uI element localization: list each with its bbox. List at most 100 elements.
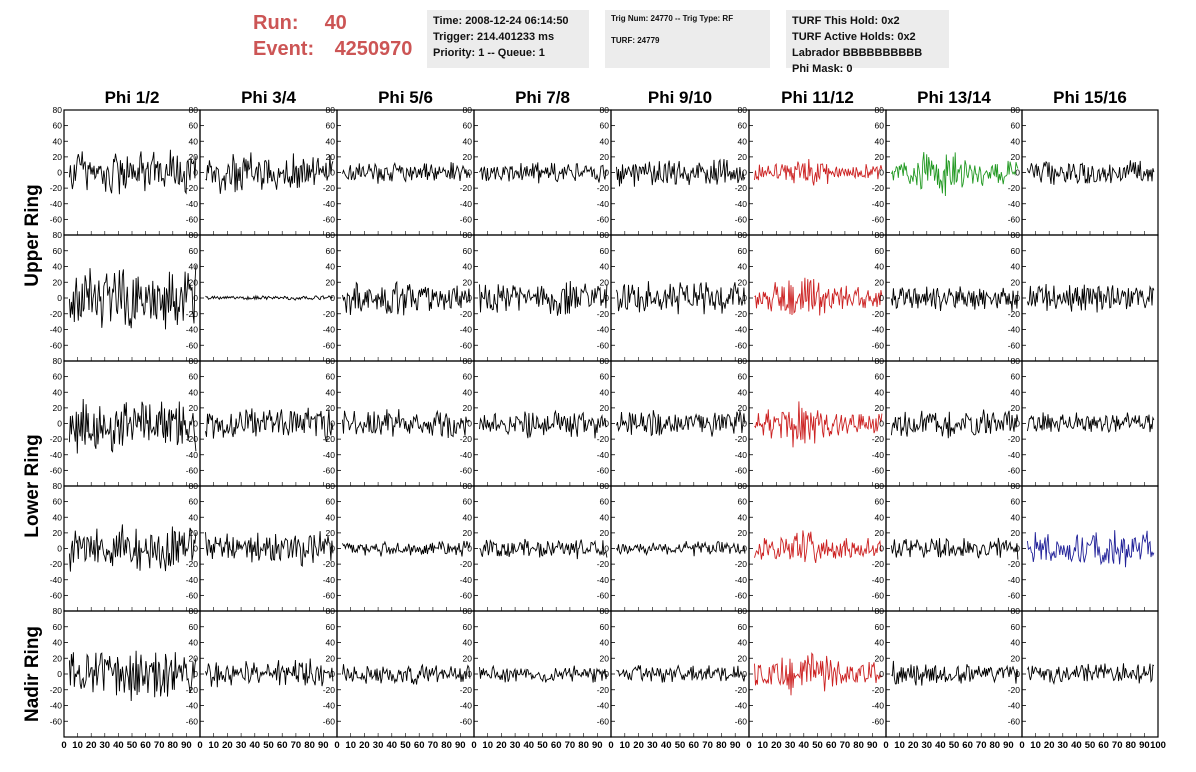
- y-tick-label: 80: [1011, 606, 1021, 616]
- waveform-r1-c2: [205, 152, 334, 194]
- y-tick-label: 20: [738, 152, 748, 162]
- y-tick-label: 80: [600, 481, 610, 491]
- y-tick-label: -60: [735, 465, 748, 475]
- y-tick-label: 20: [189, 653, 199, 663]
- y-tick-label: -40: [735, 325, 748, 335]
- x-tick-label: 90: [181, 740, 192, 751]
- y-tick-label: -20: [735, 309, 748, 319]
- y-tick-label: 40: [53, 136, 63, 146]
- y-tick-label: -20: [597, 309, 610, 319]
- y-tick-label: -20: [186, 309, 199, 319]
- y-tick-label: -60: [323, 214, 336, 224]
- x-tick-label: 0: [746, 740, 751, 751]
- waveform-r5-c2: [205, 658, 334, 688]
- y-tick-label: 0: [467, 669, 472, 679]
- x-tick-label: 40: [387, 740, 398, 751]
- y-tick-label: -60: [872, 340, 885, 350]
- waveform-r3-c2: [205, 407, 334, 442]
- y-tick-label: 0: [1015, 293, 1020, 303]
- x-tick-label: 50: [127, 740, 138, 751]
- y-tick-label: 60: [189, 622, 199, 632]
- y-tick-label: -60: [735, 340, 748, 350]
- y-tick-label: 60: [326, 246, 336, 256]
- y-tick-label: 20: [53, 528, 63, 538]
- y-tick-label: 60: [189, 121, 199, 131]
- y-tick-label: 40: [875, 387, 885, 397]
- y-tick-label: 40: [189, 136, 199, 146]
- y-tick-label: 60: [326, 372, 336, 382]
- x-tick-label: 80: [441, 740, 452, 751]
- x-tick-label: 80: [990, 740, 1001, 751]
- y-tick-label: -20: [460, 434, 473, 444]
- y-tick-label: 60: [53, 622, 63, 632]
- waveform-r2-c3: [342, 280, 471, 316]
- y-tick-label: -40: [735, 199, 748, 209]
- y-tick-label: -20: [460, 309, 473, 319]
- y-tick-label: 20: [600, 277, 610, 287]
- x-tick-label: 60: [551, 740, 562, 751]
- y-tick-label: 80: [875, 606, 885, 616]
- y-tick-label: -20: [1008, 559, 1021, 569]
- y-tick-label: 0: [57, 293, 62, 303]
- y-tick-label: 40: [326, 136, 336, 146]
- y-tick-label: -40: [597, 575, 610, 585]
- panel-frame-r4-c8: [1021, 485, 1159, 612]
- y-tick-label: 80: [738, 481, 748, 491]
- waveform-r1-c5: [616, 158, 746, 187]
- y-tick-label: 40: [738, 262, 748, 272]
- x-tick-label: 80: [578, 740, 589, 751]
- y-tick-label: -60: [186, 214, 199, 224]
- y-tick-label: -40: [323, 701, 336, 711]
- waveform-r2-c2: [205, 294, 334, 301]
- y-tick-label: -40: [460, 575, 473, 585]
- x-tick-label: 70: [976, 740, 987, 751]
- waveform-r3-c3: [342, 409, 471, 439]
- y-tick-label: 60: [875, 372, 885, 382]
- y-tick-label: 0: [879, 419, 884, 429]
- y-tick-label: -20: [872, 183, 885, 193]
- y-tick-label: 60: [463, 246, 473, 256]
- y-tick-label: 60: [189, 372, 199, 382]
- x-tick-label: 50: [812, 740, 823, 751]
- waveform-chart: Phi 1/2 Phi 3/4 Phi 5/6 Phi 7/8 Phi 9/10 Phi …: [0, 80, 1196, 772]
- trig-num-text: Trig Num: 24770 -- Trig Type: RF: [611, 14, 734, 23]
- y-tick-label: -60: [460, 465, 473, 475]
- turf-active-text: TURF Active Holds: 0x2: [792, 31, 916, 43]
- x-tick-label: 60: [1098, 740, 1109, 751]
- y-tick-label: -40: [735, 701, 748, 711]
- y-tick-label: 40: [600, 387, 610, 397]
- x-tick-label: 50: [537, 740, 548, 751]
- waveform-r3-c1: [68, 398, 197, 454]
- y-tick-label: 0: [604, 293, 609, 303]
- row-label-upper-ring: Upper Ring: [22, 184, 43, 286]
- y-tick-label: 60: [463, 622, 473, 632]
- y-tick-label: 80: [875, 481, 885, 491]
- column-header-4: Phi 7/8: [515, 88, 570, 107]
- waveform-r2-c7: [890, 286, 1019, 312]
- y-tick-label: 80: [875, 230, 885, 240]
- waveform-r4-c8: [1026, 530, 1155, 568]
- y-tick-label: 60: [326, 622, 336, 632]
- y-tick-label: -60: [872, 214, 885, 224]
- y-tick-label: -40: [460, 325, 473, 335]
- y-tick-label: -40: [872, 325, 885, 335]
- y-tick-label: -40: [872, 701, 885, 711]
- y-tick-label: -40: [1008, 701, 1021, 711]
- y-tick-label: -60: [597, 214, 610, 224]
- y-tick-label: -60: [186, 590, 199, 600]
- y-tick-label: 0: [742, 669, 747, 679]
- y-tick-label: -60: [597, 590, 610, 600]
- x-tick-label: 80: [1126, 740, 1137, 751]
- y-tick-label: -40: [460, 450, 473, 460]
- y-tick-label: 0: [467, 168, 472, 178]
- x-tick-label: 60: [414, 740, 425, 751]
- y-tick-label: 60: [463, 121, 473, 131]
- y-tick-label: 60: [53, 121, 63, 131]
- y-tick-label: 80: [189, 230, 199, 240]
- y-tick-label: 40: [189, 387, 199, 397]
- y-tick-label: -20: [50, 559, 63, 569]
- y-tick-label: -60: [597, 465, 610, 475]
- y-tick-label: -20: [597, 685, 610, 695]
- y-tick-label: -40: [872, 450, 885, 460]
- x-tick-label: 0: [61, 740, 66, 751]
